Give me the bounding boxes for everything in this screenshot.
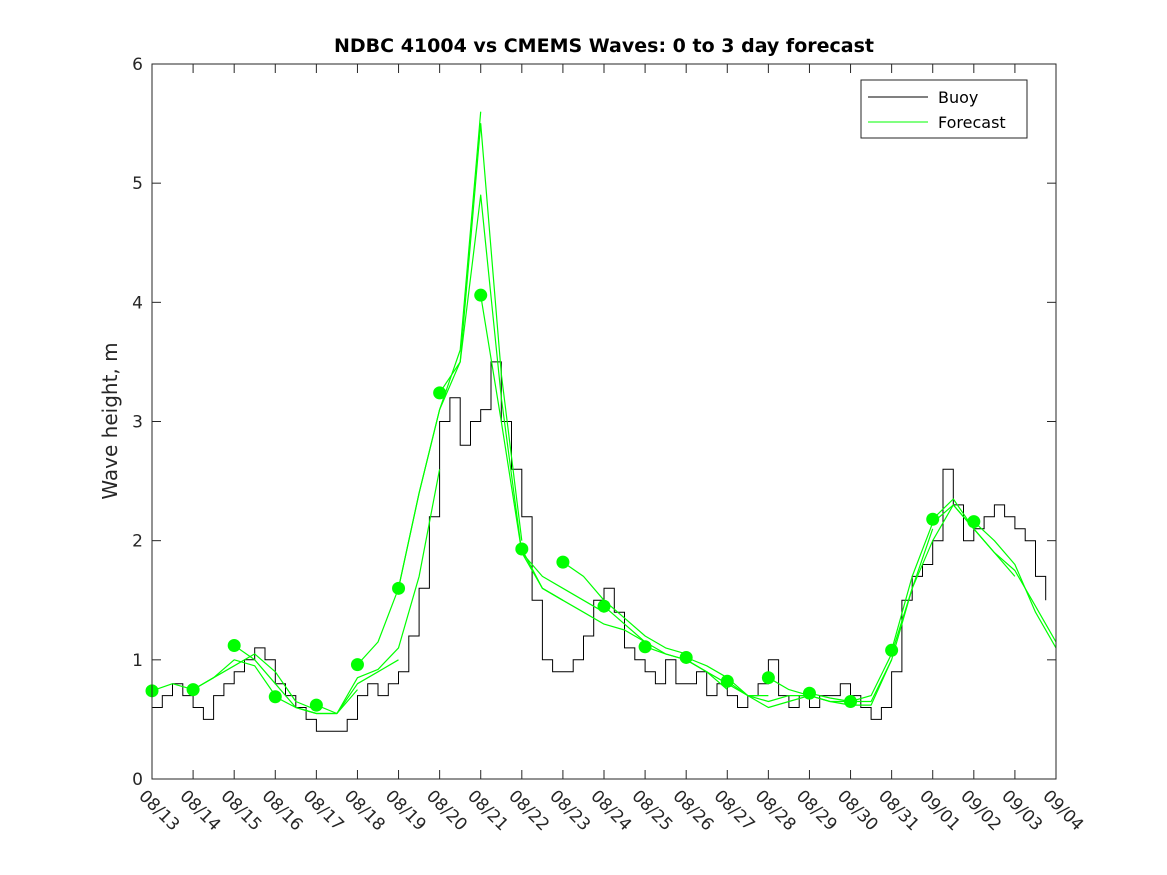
legend-forecast-label: Forecast bbox=[938, 113, 1006, 132]
plot-series bbox=[145, 111, 1057, 732]
analysis-point bbox=[186, 683, 200, 697]
analysis-point bbox=[679, 650, 693, 664]
analysis-point bbox=[885, 643, 899, 657]
analysis-point bbox=[309, 698, 323, 712]
y-tick-label: 5 bbox=[132, 174, 143, 194]
analysis-point bbox=[926, 512, 940, 526]
analysis-point bbox=[268, 690, 282, 704]
analysis-point bbox=[474, 288, 488, 302]
y-tick-label: 0 bbox=[132, 770, 143, 790]
forecast-line-20 bbox=[973, 521, 1057, 649]
forecast-line-4 bbox=[316, 469, 441, 715]
analysis-point bbox=[392, 581, 406, 595]
y-tick-label: 1 bbox=[132, 651, 143, 671]
analysis-point bbox=[844, 695, 858, 709]
analysis-point bbox=[638, 640, 652, 654]
forecast-line-1 bbox=[192, 653, 317, 711]
forecast-line-19 bbox=[932, 498, 1057, 643]
forecast-line-15 bbox=[768, 659, 893, 706]
forecast-line-9 bbox=[521, 548, 646, 643]
legend-box bbox=[860, 79, 1028, 139]
analysis-point bbox=[227, 639, 241, 653]
analysis-point bbox=[433, 386, 447, 400]
analysis-point bbox=[720, 674, 734, 688]
chart-title: NDBC 41004 vs CMEMS Waves: 0 to 3 day fo… bbox=[334, 35, 874, 57]
y-tick-label: 4 bbox=[132, 293, 143, 313]
y-tick-label: 6 bbox=[132, 55, 143, 75]
analysis-point bbox=[967, 515, 981, 529]
y-tick-label: 3 bbox=[132, 413, 143, 433]
analysis-point bbox=[802, 686, 816, 700]
analysis-point bbox=[515, 542, 529, 556]
analysis-point bbox=[597, 599, 611, 613]
analysis-point bbox=[556, 555, 570, 569]
analysis-point bbox=[761, 671, 775, 685]
y-tick-label: 2 bbox=[132, 532, 143, 552]
legend: Buoy Forecast bbox=[860, 79, 1028, 139]
forecast-line-10 bbox=[562, 561, 687, 655]
y-axis-label: Wave height, m bbox=[98, 342, 122, 499]
forecast-line-8 bbox=[480, 295, 605, 613]
legend-buoy-label: Buoy bbox=[938, 88, 978, 107]
analysis-point bbox=[350, 658, 364, 672]
